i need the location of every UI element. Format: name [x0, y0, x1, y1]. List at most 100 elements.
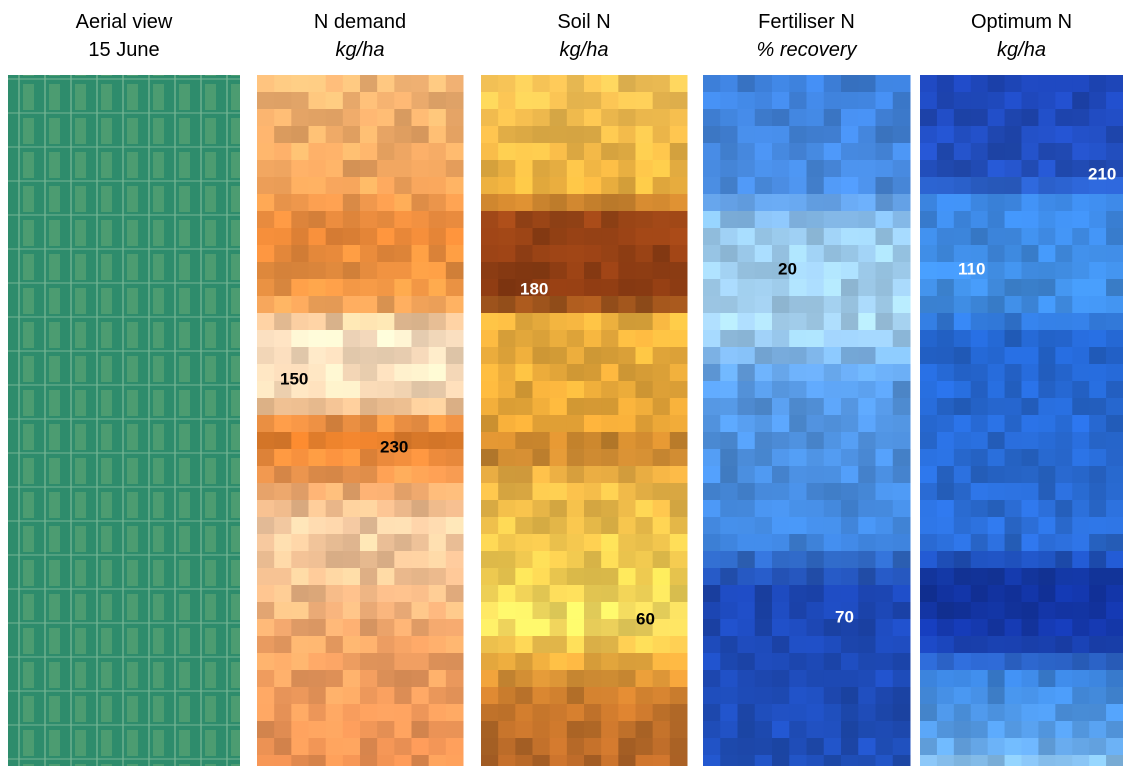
map-cell [1021, 568, 1039, 586]
map-cell [823, 347, 842, 365]
map-cell [274, 126, 292, 144]
map-cell [1089, 602, 1107, 620]
map-cell [428, 755, 447, 766]
map-cell [584, 194, 602, 212]
map-cell [1055, 381, 1073, 399]
map-cell [342, 619, 361, 637]
map-cell [1055, 194, 1073, 212]
map-cell [325, 500, 344, 518]
map-cell [1004, 653, 1022, 671]
map-cell [394, 313, 412, 331]
map-cell [858, 551, 876, 569]
map-cell [841, 619, 859, 637]
map-cell [841, 177, 859, 195]
map-cell [669, 211, 688, 229]
map-label: 230 [380, 437, 408, 456]
map-cell [806, 721, 825, 739]
map-cell [257, 75, 275, 93]
map-cell [772, 500, 790, 518]
map-cell [1106, 619, 1123, 637]
map-cell [515, 347, 533, 365]
map-cell [806, 653, 825, 671]
map-cell [703, 245, 721, 263]
map-cell [1106, 721, 1123, 739]
map-cell [549, 92, 568, 110]
map-cell [823, 330, 842, 348]
map-cell [308, 687, 327, 705]
map-cell [618, 755, 636, 766]
map-cell [823, 687, 842, 705]
map-cell [936, 177, 955, 195]
map-cell [1106, 653, 1123, 671]
map-cell [498, 177, 516, 195]
map-cell [377, 75, 395, 93]
map-cell [428, 653, 447, 671]
map-cell [920, 364, 938, 382]
map-cell [342, 177, 361, 195]
map-cell [584, 92, 602, 110]
map-cell [703, 704, 721, 722]
map-cell [858, 330, 876, 348]
map-cell [291, 432, 309, 450]
map-cell [360, 483, 378, 501]
map-cell [1021, 755, 1039, 766]
map-cell [549, 364, 568, 382]
map-cell [1072, 177, 1090, 195]
map-cell [257, 143, 275, 161]
map-cell [291, 313, 309, 331]
map-cell [1089, 177, 1107, 195]
map-cell [720, 585, 738, 603]
map-cell [737, 313, 756, 331]
map-cell [342, 347, 361, 365]
map-cell [789, 636, 807, 654]
map-cell [1072, 500, 1090, 518]
map-cell [308, 211, 327, 229]
map-cell [377, 126, 395, 144]
map-cell [652, 670, 671, 688]
map-cell [515, 704, 533, 722]
map-cell [274, 670, 292, 688]
map-cell [720, 653, 738, 671]
map-cell [618, 364, 636, 382]
map-cell [875, 126, 894, 144]
map-cell [428, 636, 447, 654]
map-cell [498, 364, 516, 382]
map-cell [515, 619, 533, 637]
map-cell [325, 92, 344, 110]
map-cell [875, 755, 894, 766]
map-cell [325, 228, 344, 246]
map-cell [1089, 670, 1107, 688]
map-cell [1021, 636, 1039, 654]
map-cell [291, 517, 309, 535]
map-cell [257, 670, 275, 688]
map-cell [481, 653, 499, 671]
map-cell [342, 92, 361, 110]
map-cell [669, 704, 688, 722]
map-cell [669, 534, 688, 552]
map-cell [652, 653, 671, 671]
map-cell [737, 636, 756, 654]
map-cell [1021, 585, 1039, 603]
map-cell [428, 194, 447, 212]
map-cell [549, 500, 568, 518]
map-cell [789, 160, 807, 178]
map-cell [601, 296, 619, 314]
map-cell [445, 211, 464, 229]
map-cell [953, 194, 972, 212]
map-cell [1089, 738, 1107, 756]
map-cell [892, 262, 911, 280]
map-cell [601, 109, 619, 127]
map-cell [1004, 738, 1022, 756]
map-cell [920, 381, 938, 399]
map-cell [737, 398, 756, 416]
map-cell [987, 313, 1006, 331]
map-cell [291, 551, 309, 569]
map-cell [892, 126, 911, 144]
map-cell [498, 636, 516, 654]
map-cell [841, 585, 859, 603]
map-cell [1055, 636, 1073, 654]
map-cell [325, 738, 344, 756]
map-cell [481, 500, 499, 518]
map-cell [1038, 126, 1056, 144]
map-cell [1106, 279, 1123, 297]
